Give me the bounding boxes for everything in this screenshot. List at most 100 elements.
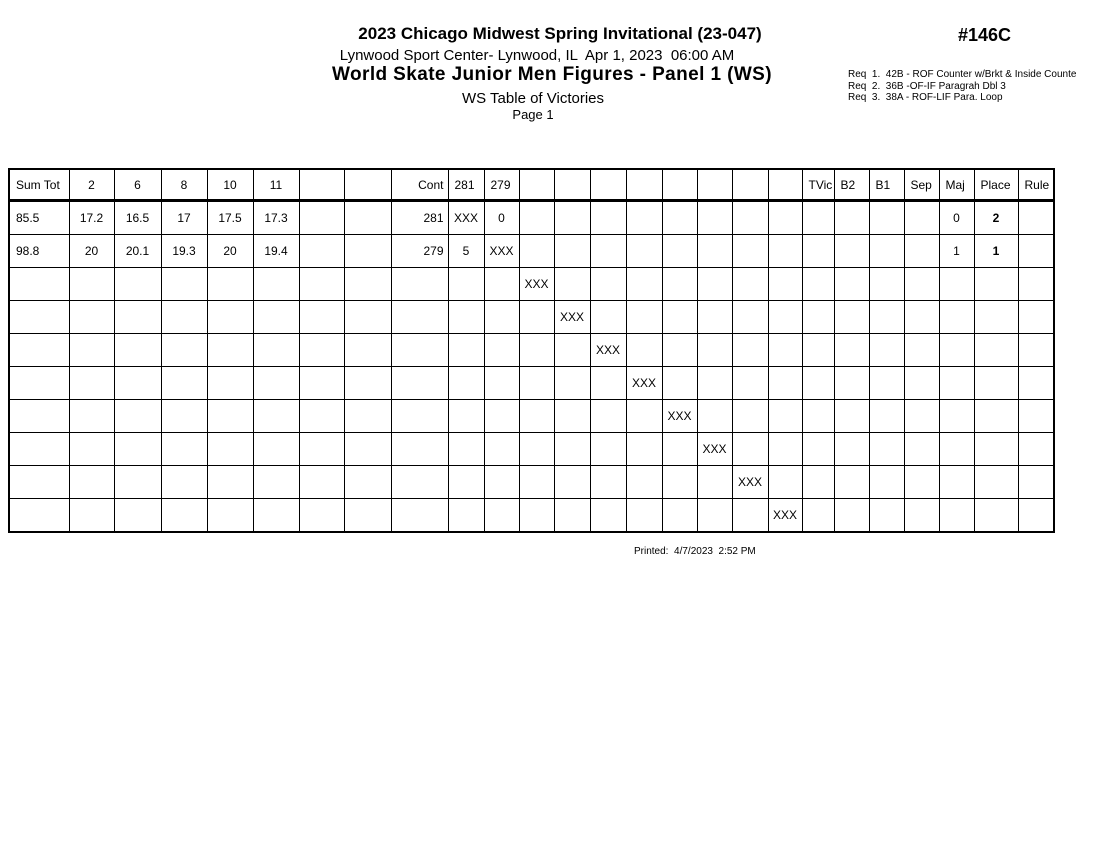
table-cell: 98.8 bbox=[8, 234, 70, 268]
table-cell bbox=[518, 432, 555, 466]
table-cell bbox=[973, 498, 1019, 533]
table-cell bbox=[696, 465, 733, 499]
table-cell bbox=[625, 432, 663, 466]
table-cell bbox=[589, 465, 627, 499]
table-cell bbox=[553, 333, 591, 367]
table-cell bbox=[343, 333, 392, 367]
table-cell bbox=[801, 300, 835, 334]
table-cell bbox=[8, 498, 70, 533]
table-cell bbox=[731, 333, 769, 367]
table-cell: XXX bbox=[518, 267, 555, 301]
table-cell: 17 bbox=[160, 200, 208, 235]
table-header-cell-279: 279 bbox=[483, 168, 520, 202]
panel-title: World Skate Junior Men Figures - Panel 1… bbox=[332, 64, 772, 85]
table-header-cell-tvic: TVic bbox=[801, 168, 835, 202]
table-row-1: 85.5 17.2 16.5 17 17.5 17.3 281 XXX 0 0 2 bbox=[8, 200, 1055, 235]
table-cell bbox=[973, 465, 1019, 499]
table-header-cell-blank-13 bbox=[589, 168, 627, 202]
table-cell bbox=[518, 366, 555, 400]
table-row-4: XXX bbox=[8, 300, 1055, 334]
table-cell bbox=[68, 366, 115, 400]
table-cell bbox=[8, 432, 70, 466]
table-cell bbox=[1017, 432, 1055, 466]
table-header-cell-blank-15 bbox=[661, 168, 698, 202]
table-cell bbox=[1017, 366, 1055, 400]
table-cell bbox=[518, 200, 555, 235]
table-cell bbox=[625, 399, 663, 433]
table-cell: XXX bbox=[661, 399, 698, 433]
table-cell bbox=[903, 432, 940, 466]
table-cell bbox=[206, 465, 254, 499]
requirement-line-3: Req 3. 38A - ROF-LIF Para. Loop bbox=[848, 92, 1003, 103]
table-cell bbox=[160, 366, 208, 400]
table-cell bbox=[518, 399, 555, 433]
table-cell bbox=[518, 465, 555, 499]
table-cell bbox=[903, 300, 940, 334]
table-cell bbox=[589, 498, 627, 533]
table-cell bbox=[696, 333, 733, 367]
table-body: 85.5 17.2 16.5 17 17.5 17.3 281 XXX 0 0 2 98.8 20 20.… bbox=[8, 200, 1055, 533]
table-cell bbox=[298, 267, 345, 301]
table-cell: 20 bbox=[68, 234, 115, 268]
entry-number: #146C bbox=[958, 25, 1012, 45]
table-cell bbox=[553, 200, 591, 235]
table-cell bbox=[390, 366, 449, 400]
table-row-6: XXX bbox=[8, 366, 1055, 400]
table-header-cell-blank-18 bbox=[767, 168, 803, 202]
table-cell bbox=[973, 399, 1019, 433]
table-cell bbox=[868, 333, 905, 367]
table-cell: 279 bbox=[390, 234, 449, 268]
table-cell bbox=[113, 432, 162, 466]
table-cell bbox=[767, 465, 803, 499]
table-cell bbox=[518, 300, 555, 334]
table-cell bbox=[801, 267, 835, 301]
table-cell bbox=[160, 333, 208, 367]
table-cell bbox=[903, 498, 940, 533]
table-header-cell-11: 11 bbox=[252, 168, 300, 202]
table-cell: 0 bbox=[483, 200, 520, 235]
table-cell: 19.4 bbox=[252, 234, 300, 268]
table-cell bbox=[868, 498, 905, 533]
table-cell bbox=[767, 200, 803, 235]
table-cell bbox=[833, 498, 870, 533]
table-cell bbox=[68, 399, 115, 433]
victories-table: Sum Tot 2 6 8 10 11 Cont 281 279 TVic B2 B1 Sep Maj Pl… bbox=[8, 168, 1055, 533]
table-cell bbox=[731, 267, 769, 301]
table-cell bbox=[447, 366, 485, 400]
table-cell bbox=[447, 465, 485, 499]
table-cell bbox=[661, 200, 698, 235]
table-cell: 2 bbox=[973, 200, 1019, 235]
table-cell bbox=[938, 267, 975, 301]
event-title: 2023 Chicago Midwest Spring Invitational… bbox=[358, 24, 762, 43]
table-row-10: XXX bbox=[8, 498, 1055, 533]
table-cell bbox=[298, 465, 345, 499]
table-cell bbox=[973, 267, 1019, 301]
table-cell bbox=[343, 200, 392, 235]
table-cell bbox=[343, 498, 392, 533]
table-cell bbox=[390, 399, 449, 433]
table-cell bbox=[1017, 300, 1055, 334]
table-cell bbox=[68, 300, 115, 334]
table-cell bbox=[343, 465, 392, 499]
table-cell bbox=[390, 465, 449, 499]
table-header-cell-8: 8 bbox=[160, 168, 208, 202]
table-cell: XXX bbox=[767, 498, 803, 533]
table-cell bbox=[298, 366, 345, 400]
table-cell bbox=[113, 267, 162, 301]
table-cell bbox=[938, 300, 975, 334]
table-cell bbox=[833, 399, 870, 433]
table-cell bbox=[8, 267, 70, 301]
table-cell bbox=[1017, 465, 1055, 499]
table-row-7: XXX bbox=[8, 399, 1055, 433]
table-cell bbox=[483, 399, 520, 433]
table-row-2: 98.8 20 20.1 19.3 20 19.4 279 5 XXX 1 1 bbox=[8, 234, 1055, 268]
table-cell bbox=[447, 399, 485, 433]
table-cell bbox=[868, 300, 905, 334]
table-cell bbox=[767, 366, 803, 400]
table-cell bbox=[206, 267, 254, 301]
requirements-list: Req 1. 42B - ROF Counter w/Brkt & Inside… bbox=[848, 69, 1076, 104]
table-cell bbox=[801, 498, 835, 533]
table-cell bbox=[343, 300, 392, 334]
table-cell bbox=[553, 432, 591, 466]
table-cell bbox=[767, 432, 803, 466]
